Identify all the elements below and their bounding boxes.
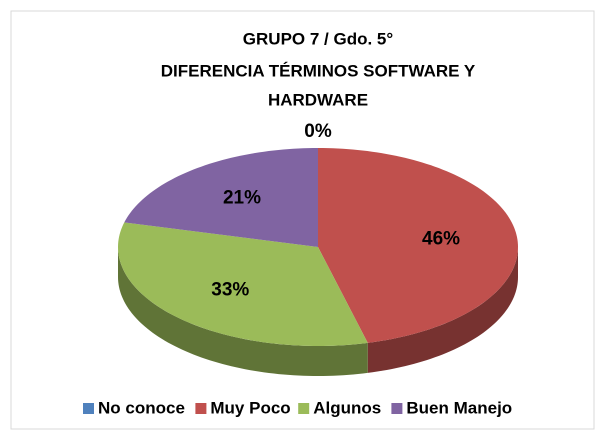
pie-slice [118, 222, 368, 346]
legend-label: No conoce [98, 398, 185, 417]
pie-side [118, 247, 368, 376]
chart-title: GRUPO 7 / Gdo. 5° [243, 29, 394, 48]
legend-swatch [298, 403, 310, 414]
data-label: 21% [223, 188, 261, 209]
chart-title: HARDWARE [268, 90, 368, 109]
pie-slice [124, 148, 318, 247]
pie-side [367, 247, 518, 373]
legend-label: Muy Poco [210, 398, 290, 417]
legend-swatch [83, 403, 94, 414]
chart-title: DIFERENCIA TÉRMINOS SOFTWARE Y [161, 61, 476, 80]
legend-label: Buen Manejo [406, 398, 512, 417]
data-label: 33% [211, 279, 249, 300]
legend-swatch [195, 403, 207, 414]
legend-swatch [391, 403, 403, 414]
data-label: 46% [422, 228, 460, 249]
data-label: 0% [304, 121, 332, 142]
pie-slice [318, 148, 518, 343]
legend-label: Algunos [313, 398, 381, 417]
